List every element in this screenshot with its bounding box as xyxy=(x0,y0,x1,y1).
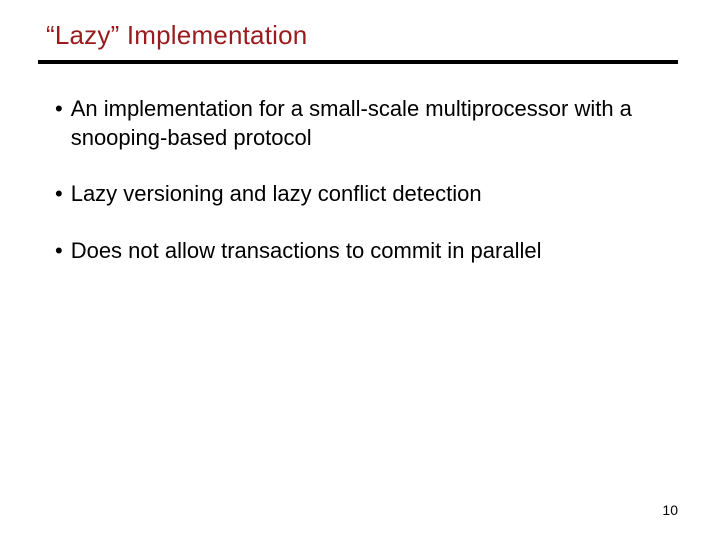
page-number: 10 xyxy=(662,502,678,518)
bullet-item: • An implementation for a small-scale mu… xyxy=(55,95,665,152)
bullet-marker-icon: • xyxy=(55,180,63,209)
bullet-item: • Lazy versioning and lazy conflict dete… xyxy=(55,180,665,209)
slide: “Lazy” Implementation • An implementatio… xyxy=(0,0,720,540)
bullet-text: An implementation for a small-scale mult… xyxy=(71,95,665,152)
title-divider xyxy=(38,60,678,64)
bullet-text: Lazy versioning and lazy conflict detect… xyxy=(71,180,665,209)
slide-title: “Lazy” Implementation xyxy=(46,20,307,51)
bullet-item: • Does not allow transactions to commit … xyxy=(55,237,665,266)
bullet-text: Does not allow transactions to commit in… xyxy=(71,237,665,266)
bullet-marker-icon: • xyxy=(55,95,63,124)
bullet-marker-icon: • xyxy=(55,237,63,266)
slide-body: • An implementation for a small-scale mu… xyxy=(55,95,665,293)
